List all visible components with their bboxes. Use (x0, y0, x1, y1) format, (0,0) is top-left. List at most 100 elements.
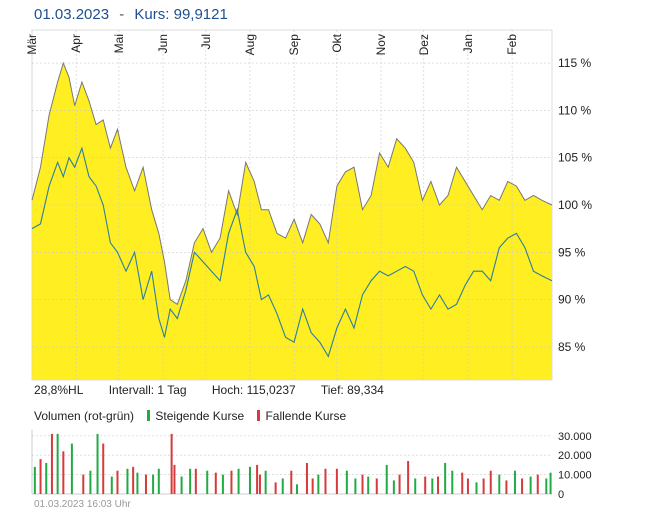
volume-bar-rising (444, 462, 447, 494)
volume-bar-falling (258, 474, 261, 494)
volume-bar-rising (45, 462, 48, 494)
x-tick-label: Feb (505, 34, 519, 55)
volume-bar-falling (437, 476, 440, 494)
volume-bar-rising (513, 470, 516, 494)
volume-bar-rising (529, 476, 532, 494)
volume-bar-rising (281, 478, 284, 494)
volume-bar-rising (56, 433, 59, 494)
volume-bar-falling (62, 451, 65, 494)
volume-tick-label: 30.000 (558, 431, 592, 443)
volume-bar-rising (498, 474, 501, 494)
volume-bar-rising (475, 482, 478, 494)
volume-bar-falling (170, 433, 173, 494)
volume-bar-falling (82, 474, 85, 494)
price-line (31, 61, 553, 306)
volume-bar-rising (545, 478, 548, 494)
volume-bar-falling (214, 472, 217, 494)
volume-bar-rising (180, 476, 183, 494)
x-tick-label: Nov (374, 34, 388, 55)
volume-bar-falling (324, 468, 327, 494)
volume-bar-falling (461, 472, 464, 494)
volume-bar-rising (221, 474, 224, 494)
volume-bar-falling (311, 478, 314, 494)
volume-bar-rising (414, 478, 417, 494)
volume-bar-falling (230, 470, 233, 494)
price-area (32, 63, 552, 380)
volume-bar-falling (132, 466, 135, 494)
y-tick-label: 110 % (558, 103, 591, 117)
y-tick-label: 85 % (558, 340, 586, 354)
volume-bar-falling (305, 462, 308, 494)
volume-bar-falling (536, 474, 539, 494)
volume-tick-label: 0 (558, 489, 564, 501)
comparison-line (31, 146, 553, 358)
timestamp-footer: 01.03.2023 16:03 Uhr (34, 499, 131, 510)
interval-label: Intervall: 1 Tag (108, 383, 187, 397)
legend-falling-label: Fallende Kurse (265, 409, 347, 423)
volume-bar-rising (96, 433, 99, 494)
volume-bar-rising (345, 470, 348, 494)
volume-bar-falling (256, 464, 259, 494)
volume-legend-title: Volumen (rot-grün) (34, 409, 135, 423)
volume-tick-label: 10.000 (558, 470, 592, 482)
volume-tick-label: 20.000 (558, 450, 592, 462)
y-tick-label: 100 % (558, 198, 592, 212)
date-label: 01.03.2023 (34, 6, 110, 23)
volume-bar-falling (521, 478, 524, 494)
x-tick-label: Okt (330, 33, 344, 52)
volume-bar-rising (431, 478, 434, 494)
y-tick-label: 115 % (558, 56, 591, 70)
volume-bar-falling (102, 443, 105, 494)
legend-falling: Fallende Kurse (257, 409, 346, 423)
volume-bar-rising (189, 468, 192, 494)
volume-bar-rising (451, 470, 454, 494)
volume-bar-rising (89, 470, 92, 494)
volume-bar-falling (335, 468, 338, 494)
chart-header: 01.03.2023 - Kurs: 99,9121 (34, 6, 228, 23)
volume-bar-rising (549, 472, 552, 494)
x-tick-label: Dez (417, 34, 431, 55)
volume-bar-falling (482, 478, 485, 494)
volume-bar-falling (505, 480, 508, 494)
volume-bar-rising (237, 468, 240, 494)
volume-bar-rising (157, 468, 160, 494)
volume-bar-rising (264, 470, 267, 494)
volume-bar-falling (144, 474, 147, 494)
volume-bar-falling (274, 482, 277, 494)
volume-legend: Volumen (rot-grün) Steigende Kurse Falle… (34, 409, 346, 423)
volume-bar-falling (290, 470, 293, 494)
volume-bar-falling (116, 470, 119, 494)
volume-bar-rising (206, 470, 209, 494)
price-label: Kurs: 99,9121 (134, 6, 228, 23)
x-tick-label: Sep (287, 34, 301, 56)
volume-bar-falling (489, 470, 492, 494)
x-tick-label: Jun (156, 34, 170, 53)
x-tick-label: Apr (69, 34, 83, 53)
legend-rising-label: Steigende Kurse (155, 409, 245, 423)
low-label: Tief: 89,334 (320, 383, 384, 397)
rising-swatch-icon (147, 410, 151, 421)
volume-bar-rising (295, 484, 298, 494)
volume-bar-falling (466, 478, 469, 494)
volume-bar-rising (317, 474, 320, 494)
volume-bar-falling (173, 464, 176, 494)
volume-bar-rising (136, 472, 139, 494)
x-tick-label: Mär (25, 34, 39, 55)
legend-rising: Steigende Kurse (147, 409, 244, 423)
volume-bar-falling (361, 474, 364, 494)
y-tick-label: 105 % (558, 151, 592, 165)
hl-label: 28,8%HL (34, 383, 84, 397)
header-separator: - (119, 6, 125, 23)
volume-bar-falling (50, 433, 53, 494)
volume-bar-rising (152, 474, 155, 494)
volume-bar-falling (407, 461, 410, 494)
volume-bar-rising (385, 464, 388, 494)
volume-bar-rising (110, 476, 113, 494)
chart-info-row: 28,8%HL Intervall: 1 Tag Hoch: 115,0237 … (34, 383, 406, 397)
volume-bar-falling (39, 459, 42, 494)
volume-bar-falling (194, 468, 197, 494)
volume-bar-rising (70, 443, 73, 494)
volume-bar-rising (367, 476, 370, 494)
y-tick-label: 95 % (558, 245, 586, 259)
x-tick-label: Aug (243, 34, 257, 55)
